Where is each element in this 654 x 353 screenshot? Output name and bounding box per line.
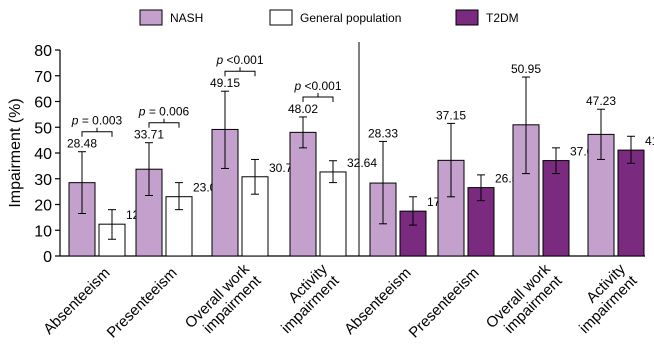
category-label: Absenteeism	[40, 265, 113, 338]
significance-bracket	[302, 92, 334, 102]
bar	[289, 131, 317, 257]
y-tick-label: 30	[34, 172, 52, 189]
data-label: 37.15	[436, 108, 466, 122]
category-label: Overall workimpairment	[483, 260, 566, 343]
legend-label: NASH	[170, 11, 203, 25]
data-label: 28.33	[368, 126, 398, 140]
data-label: 47.23	[586, 94, 616, 108]
category-label: Presenteeism	[104, 265, 181, 342]
p-value-label: p <0.001	[215, 53, 263, 67]
data-label: 50.95	[511, 62, 541, 76]
y-tick-label: 50	[34, 120, 52, 137]
y-tick-label: 10	[34, 223, 52, 240]
p-value-label: p = 0.003	[71, 114, 123, 128]
data-label: 41.12	[645, 134, 654, 148]
y-tick-label: 40	[34, 146, 52, 163]
data-label: 28.48	[67, 137, 97, 151]
category-label: Absenteeism	[341, 265, 414, 338]
significance-bracket	[224, 67, 256, 77]
data-label: 48.02	[288, 102, 318, 116]
category-label: Presenteeism	[406, 265, 483, 342]
bar	[437, 159, 465, 257]
category-label: Activityimpairment	[564, 260, 641, 337]
legend-label: T2DM	[486, 11, 519, 25]
legend-swatch	[269, 9, 293, 26]
legend: NASH General population T2DM	[139, 9, 519, 26]
bar	[319, 171, 347, 257]
data-label: 49.15	[210, 76, 240, 90]
y-axis-label: Impairment (%)	[7, 98, 24, 207]
data-label: 32.64	[347, 156, 377, 170]
y-tick-label: 0	[43, 249, 52, 266]
legend-swatch	[139, 9, 163, 26]
bar	[98, 223, 126, 257]
category-label: Activityimpairment	[266, 260, 343, 337]
bar	[542, 160, 570, 257]
significance-bracket	[81, 127, 113, 137]
p-value-label: p <0.001	[293, 79, 341, 93]
significance-bracket	[148, 118, 180, 128]
data-label: 33.71	[134, 128, 164, 142]
legend-label: General population	[300, 11, 401, 25]
y-tick-label: 80	[34, 43, 52, 60]
y-tick-label: 70	[34, 69, 52, 86]
bar	[617, 149, 645, 257]
p-value-label: p = 0.006	[138, 105, 190, 119]
category-label: Overall workimpairment	[182, 260, 265, 343]
y-tick-label: 20	[34, 198, 52, 215]
axes: 0 10 20 30 40 50 60 70 80 Impairment (%)	[7, 42, 645, 266]
legend-swatch	[455, 9, 479, 26]
y-tick-label: 60	[34, 95, 52, 112]
